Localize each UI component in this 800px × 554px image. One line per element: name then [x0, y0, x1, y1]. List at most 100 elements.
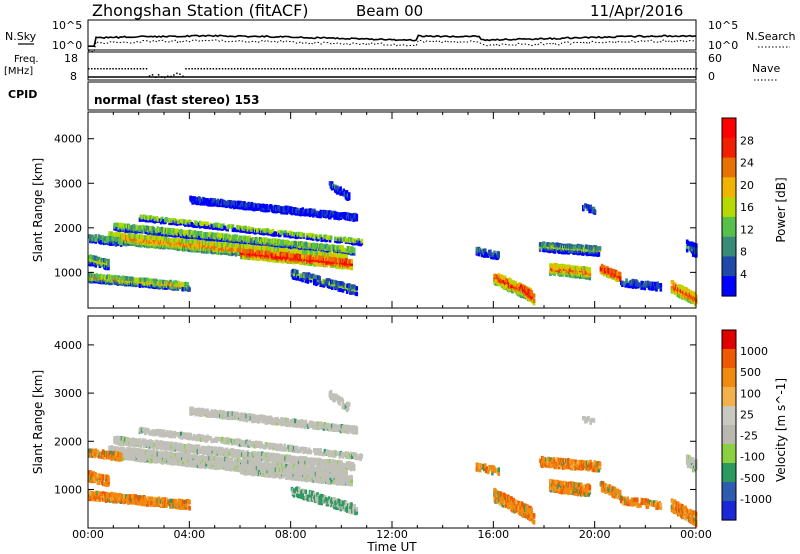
- scatter-cell: [514, 286, 517, 292]
- scatter-cell: [654, 281, 657, 287]
- nave-point: [297, 68, 300, 70]
- scatter-cell: [228, 451, 231, 456]
- scatter-cell: [267, 251, 270, 256]
- scatter-cell: [110, 445, 113, 450]
- scatter-cell: [188, 287, 191, 292]
- scatter-cell: [108, 280, 111, 286]
- nave-point: [519, 68, 522, 70]
- nave-point: [431, 68, 433, 70]
- scatter-cell: [145, 439, 148, 445]
- scatter-cell: [352, 251, 356, 256]
- nave-point: [282, 68, 285, 70]
- scatter-cell: [107, 258, 110, 264]
- nave-point: [194, 68, 196, 70]
- scatter-cell: [317, 234, 320, 240]
- beam-label: Beam 00: [356, 2, 423, 20]
- scatter-cell: [280, 206, 283, 211]
- scatter-cell: [211, 225, 215, 230]
- scatter-cell: [294, 232, 297, 237]
- scatter-cell: [98, 235, 102, 240]
- scatter-cell: [198, 224, 202, 229]
- scatter-cell: [240, 228, 243, 233]
- scatter-cell: [637, 282, 640, 287]
- nave-point: [109, 68, 111, 70]
- scatter-cell: [553, 249, 557, 254]
- nsearch-label: N.Search: [746, 30, 796, 43]
- scatter-cell: [257, 455, 261, 461]
- cpid-value: normal (fast stereo) 153: [94, 93, 260, 107]
- nave-point: [407, 68, 409, 70]
- nave-point: [325, 68, 327, 70]
- scatter-cell: [290, 272, 294, 278]
- scatter-cell: [328, 464, 332, 469]
- scatter-cell: [193, 196, 197, 201]
- scatter-cell: [518, 282, 522, 287]
- nave-point: [434, 68, 437, 70]
- scatter-cell: [323, 279, 327, 284]
- scatter-cell: [180, 219, 184, 224]
- scatter-cell: [301, 254, 304, 259]
- scatter-cell: [497, 273, 501, 278]
- scatter-cell: [157, 231, 161, 236]
- nave-point: [547, 68, 549, 70]
- scatter-cell: [247, 255, 250, 261]
- nave-point: [589, 68, 592, 70]
- scatter-cell: [197, 235, 201, 241]
- scatter-cell: [123, 226, 127, 231]
- nave-point: [495, 68, 497, 70]
- scatter-cell: [490, 254, 493, 260]
- scatter-cell: [349, 213, 352, 218]
- nave-point: [337, 68, 339, 70]
- nave-point: [285, 68, 288, 70]
- nave-point: [474, 68, 476, 70]
- nave-point: [233, 68, 236, 70]
- scatter-cell: [89, 262, 92, 267]
- scatter-cell: [249, 238, 253, 243]
- scatter-cell: [621, 280, 624, 286]
- scatter-cell: [618, 271, 622, 277]
- scatter-cell: [251, 455, 255, 461]
- nave-point: [440, 68, 443, 70]
- nave-point: [215, 68, 218, 70]
- nave-point: [294, 68, 297, 70]
- nsky-tick-top: 10^5: [52, 19, 82, 32]
- nave-point: [513, 68, 516, 70]
- nave-point: [644, 68, 646, 70]
- scatter-cell: [250, 201, 254, 207]
- nave-point: [583, 68, 585, 70]
- scatter-cell: [248, 235, 251, 241]
- nave-point: [425, 68, 427, 70]
- nave-tick-top: 60: [708, 52, 722, 65]
- scatter-cell: [140, 228, 144, 233]
- nave-point: [504, 68, 506, 70]
- scatter-cell: [100, 258, 104, 263]
- nave-point: [331, 68, 333, 70]
- scatter-cell: [235, 234, 239, 239]
- scatter-cell: [285, 210, 289, 215]
- nave-point: [668, 68, 671, 70]
- scatter-cell: [254, 245, 258, 251]
- scatter-cell: [588, 275, 592, 281]
- scatter-cell: [339, 188, 342, 194]
- nsearch-tick-bottom: 10^0: [708, 39, 738, 52]
- scatter-cell: [170, 238, 173, 243]
- nave-point: [322, 68, 324, 70]
- nave-point: [553, 68, 555, 70]
- scatter-cell: [306, 457, 310, 463]
- scatter-cell: [656, 281, 659, 286]
- scatter-cell: [113, 274, 116, 280]
- nave-point: [264, 68, 266, 70]
- scatter-cell: [489, 249, 492, 254]
- nave-point: [635, 68, 637, 70]
- scatter-cell: [94, 234, 97, 239]
- scatter-cell: [124, 228, 128, 233]
- scatter-cell: [243, 201, 246, 206]
- power-scatter: [88, 181, 698, 306]
- y-tick-label: 1000: [54, 266, 82, 279]
- freq-tick-bottom: 8: [70, 70, 77, 83]
- nsearch-tick-top: 10^5: [708, 19, 738, 32]
- nave-point: [413, 68, 415, 70]
- scatter-cell: [209, 231, 212, 237]
- scatter-cell: [203, 232, 206, 237]
